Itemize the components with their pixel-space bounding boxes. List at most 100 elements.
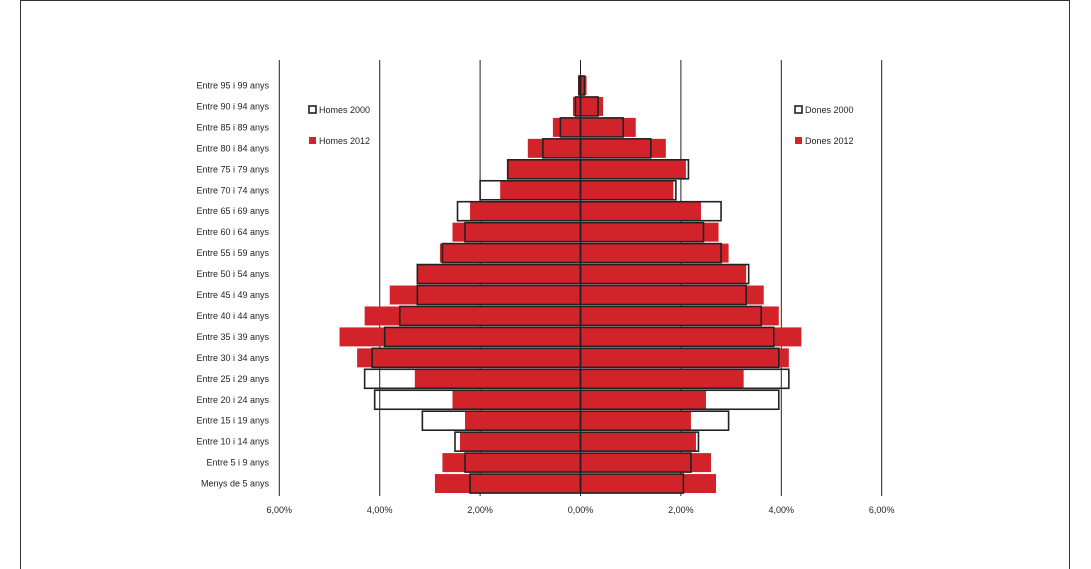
bar-homes-2012-11 [364, 306, 581, 326]
bar-dones-2000-6 [579, 200, 722, 222]
category-label: Entre 10 i 14 anys [196, 437, 269, 447]
bar-homes-2012-13 [357, 348, 581, 368]
bar-dones-2012-16 [580, 411, 691, 431]
bar-dones-2000-5 [579, 179, 677, 201]
x-axis-ticks: 6,00% 4,00% 2,00% 0,00% 2,00% 4,00% 6,00% [267, 505, 895, 515]
bar-dones-2000-10 [579, 284, 747, 306]
bar-dones-2000-2 [579, 117, 624, 138]
bar-dones-2000-7 [579, 221, 705, 243]
x-tick-label: 0,00% [568, 505, 594, 515]
bar-dones-2000-0 [579, 75, 586, 96]
bar-dones-2000-18 [579, 452, 692, 473]
x-tick-label: 4,00% [769, 505, 795, 515]
bars-2000 [363, 75, 790, 494]
bar-dones-2000-8 [579, 242, 722, 264]
category-label: Entre 85 i 89 anys [196, 122, 269, 132]
bar-dones-2012-4 [580, 159, 686, 179]
bar-homes-2012-1 [572, 96, 581, 116]
bar-dones-2000-9 [579, 263, 750, 285]
category-label: Entre 25 i 29 anys [196, 374, 269, 384]
bar-dones-2012-1 [580, 96, 604, 116]
legend-label: Homes 2012 [319, 136, 370, 146]
bars-2012 [339, 76, 802, 494]
bar-dones-2012-9 [580, 264, 747, 284]
bar-dones-2000-15 [579, 389, 780, 411]
legend-label: Dones 2012 [805, 136, 854, 146]
bar-homes-2012-18 [442, 453, 581, 473]
bar-homes-2012-4 [507, 159, 581, 179]
bar-dones-2012-5 [580, 180, 674, 200]
bar-dones-2012-6 [580, 201, 701, 221]
bar-dones-2012-11 [580, 306, 779, 326]
bar-dones-2012-15 [580, 390, 706, 410]
bar-dones-2000-4 [579, 159, 690, 180]
legend-swatch-homes-2000 [308, 105, 317, 114]
bar-homes-2012-15 [452, 390, 581, 410]
bar-dones-2012-19 [580, 474, 717, 494]
category-label: Entre 50 i 54 anys [196, 269, 269, 279]
legend-label: Dones 2000 [805, 105, 854, 115]
bar-dones-2000-12 [579, 326, 775, 348]
y-axis-categories: Entre 95 i 99 anys Entre 90 i 94 anys Entr… [196, 81, 269, 489]
bar-homes-2012-19 [434, 474, 581, 494]
bar-dones-2012-3 [580, 138, 666, 158]
category-label: Entre 75 i 79 anys [196, 164, 269, 174]
category-label: Entre 15 i 19 anys [196, 416, 269, 426]
category-label: Entre 30 i 34 anys [196, 353, 269, 363]
category-label: Entre 55 i 59 anys [196, 248, 269, 258]
category-label: Entre 40 i 44 anys [196, 311, 269, 321]
category-label: Menys de 5 anys [201, 479, 270, 489]
legend-swatch-dones-2000 [794, 105, 803, 114]
category-label: Entre 5 i 9 anys [206, 458, 269, 468]
bar-homes-2012-17 [460, 432, 581, 452]
category-label: Entre 90 i 94 anys [196, 101, 269, 111]
bar-homes-2012-16 [465, 411, 581, 431]
bar-homes-2012-8 [439, 243, 581, 263]
bar-dones-2012-17 [580, 432, 696, 452]
x-tick-label: 4,00% [367, 505, 393, 515]
bar-dones-2000-1 [579, 96, 599, 117]
bar-homes-2012-3 [527, 138, 581, 158]
bar-homes-2012-7 [452, 222, 581, 242]
bar-homes-2012-9 [417, 264, 581, 284]
bar-dones-2012-7 [580, 222, 719, 242]
category-label: Entre 80 i 84 anys [196, 143, 269, 153]
x-tick-label: 2,00% [668, 505, 694, 515]
x-tick-label: 6,00% [267, 505, 293, 515]
bar-dones-2000-19 [579, 473, 685, 494]
x-tick-label: 6,00% [869, 505, 895, 515]
bar-dones-2012-13 [580, 348, 789, 368]
category-label: Entre 60 i 64 anys [196, 227, 269, 237]
category-label: Entre 20 i 24 anys [196, 395, 269, 405]
bar-dones-2000-13 [579, 347, 780, 369]
bar-homes-2012-12 [339, 327, 581, 347]
legend-label: Homes 2000 [319, 105, 370, 115]
bar-homes-2012-14 [414, 369, 581, 389]
legend-swatch-dones-2012 [795, 137, 802, 144]
legend-swatch-homes-2012 [309, 137, 316, 144]
bar-homes-2012-5 [500, 180, 581, 200]
bar-homes-2012-10 [389, 285, 581, 305]
bar-dones-2012-0 [580, 76, 587, 95]
bar-dones-2000-14 [579, 368, 790, 390]
bar-dones-2012-2 [580, 117, 636, 137]
category-label: Entre 70 i 74 anys [196, 185, 269, 195]
category-label: Entre 35 i 39 anys [196, 332, 269, 342]
bar-dones-2012-10 [580, 285, 764, 305]
bar-dones-2012-12 [580, 327, 802, 347]
bar-dones-2000-16 [579, 410, 730, 432]
bar-dones-2000-3 [579, 138, 652, 159]
bar-dones-2000-11 [579, 305, 763, 327]
category-label: Entre 95 i 99 anys [196, 81, 269, 91]
bar-dones-2000-17 [579, 431, 700, 452]
bar-dones-2012-14 [580, 369, 744, 389]
bar-dones-2012-8 [580, 243, 729, 263]
category-label: Entre 65 i 69 anys [196, 206, 269, 216]
legend: Homes 2000 Homes 2012 Dones 2000 Dones 2012 [308, 105, 854, 146]
bar-homes-2012-2 [552, 117, 581, 137]
bar-dones-2012-18 [580, 453, 712, 473]
bar-homes-2012-6 [470, 201, 581, 221]
x-tick-label: 2,00% [467, 505, 493, 515]
category-label: Entre 45 i 49 anys [196, 290, 269, 300]
